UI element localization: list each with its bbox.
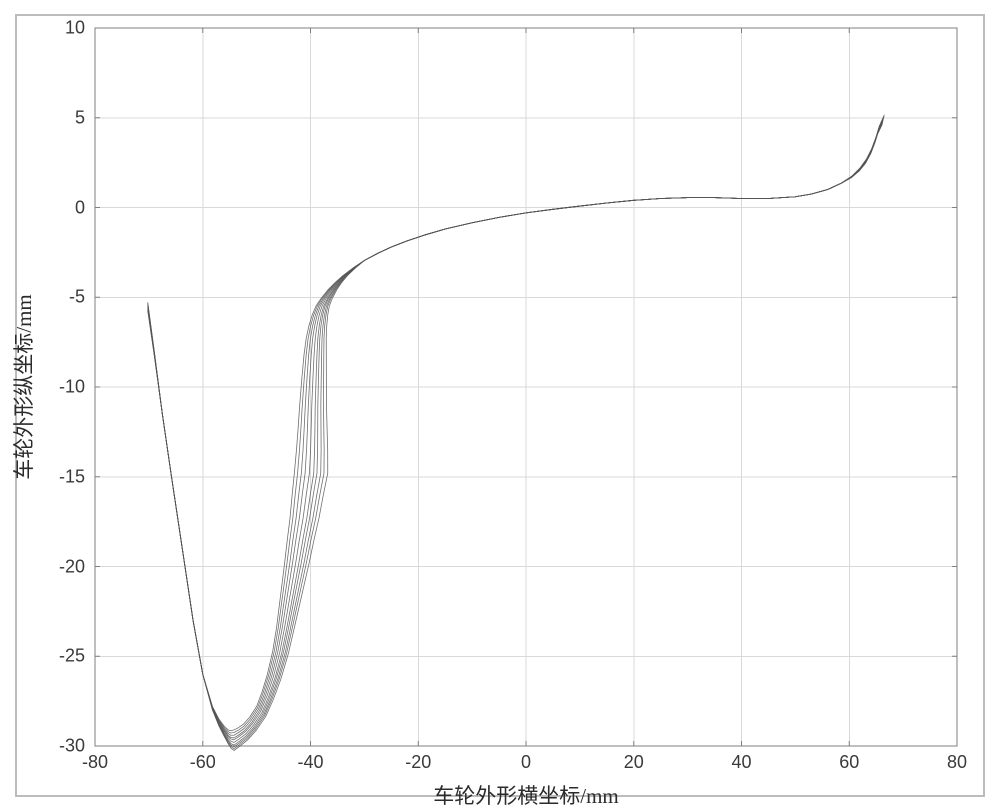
chart-page: 车轮外形横坐标/mm -80 -60 -40 -20 0 20 40 60 80 -30 -25 -2…: [0, 0, 1000, 811]
plot-area: [95, 28, 957, 746]
y-tick-label: -5: [69, 287, 85, 308]
plot-svg: [95, 28, 957, 746]
x-axis-label: 车轮外形横坐标/mm: [433, 780, 619, 810]
x-tick-label: -80: [82, 752, 108, 773]
y-tick-label: -30: [59, 736, 85, 757]
y-tick-label: -20: [59, 556, 85, 577]
x-tick-label: -60: [190, 752, 216, 773]
y-axis-label: 车轮外形纵坐标/mm: [8, 294, 38, 480]
x-tick-label: 0: [521, 752, 531, 773]
x-tick-label: -20: [405, 752, 431, 773]
x-tick-label: 60: [839, 752, 859, 773]
y-tick-label: 0: [75, 197, 85, 218]
y-tick-label: -25: [59, 646, 85, 667]
x-tick-label: 20: [624, 752, 644, 773]
y-tick-label: 10: [65, 18, 85, 39]
x-tick-label: 40: [731, 752, 751, 773]
y-tick-label: 5: [75, 107, 85, 128]
y-tick-label: -15: [59, 466, 85, 487]
y-tick-label: -10: [59, 377, 85, 398]
x-tick-label: -40: [297, 752, 323, 773]
x-tick-label: 80: [947, 752, 967, 773]
